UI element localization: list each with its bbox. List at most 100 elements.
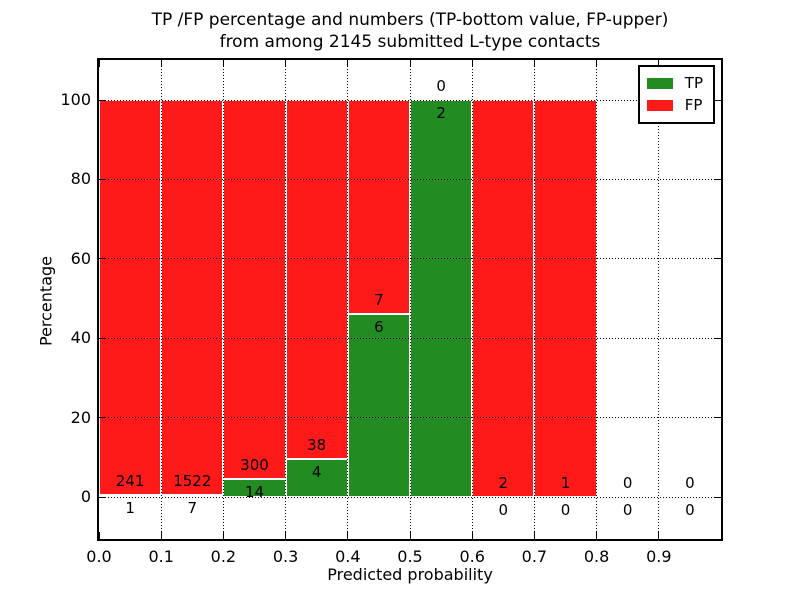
x-tick-mark-top — [658, 60, 660, 67]
fp-count-label: 0 — [622, 474, 633, 492]
fp-count-label: 7 — [374, 290, 384, 309]
tp-count-label: 14 — [244, 483, 265, 502]
y-tick-mark-right — [714, 337, 721, 339]
x-tick-mark-top — [285, 60, 287, 67]
y-tick-mark-right — [714, 258, 721, 260]
gridline-x — [471, 60, 473, 539]
gridline-x — [160, 60, 162, 539]
legend: TP FP — [637, 65, 715, 124]
tp-count-label: 0 — [622, 501, 633, 519]
tp-count-label: 0 — [685, 501, 695, 519]
x-tick-mark — [596, 532, 598, 539]
bar-segment-tp — [347, 313, 410, 497]
x-tick-mark-top — [533, 60, 535, 67]
tp-count-label: 1 — [125, 499, 135, 518]
fp-count-label: 241 — [115, 472, 145, 491]
y-tick-mark-right — [714, 178, 721, 180]
x-tick-mark — [471, 532, 473, 539]
bar-segment-fp — [534, 100, 597, 497]
gridline-x — [347, 60, 349, 539]
y-tick-label: 60 — [70, 248, 91, 268]
y-tick-mark-right — [714, 99, 721, 101]
fp-count-label: 2 — [498, 474, 509, 492]
x-tick-mark-top — [409, 60, 411, 67]
fp-count-label: 1 — [560, 474, 571, 492]
x-tick-mark-top — [222, 60, 224, 67]
chart-title-line1: TP /FP percentage and numbers (TP-bottom… — [151, 10, 669, 30]
x-tick-label: 0.5 — [397, 547, 423, 566]
tp-count-label: 0 — [560, 501, 571, 519]
x-tick-mark — [533, 532, 535, 539]
y-tick-mark — [99, 417, 106, 419]
legend-label-tp: TP — [684, 74, 703, 92]
y-tick-label: 100 — [60, 90, 91, 109]
x-axis-label: Predicted probability — [327, 565, 493, 584]
y-tick-label: 20 — [70, 407, 91, 427]
tp-count-label: 7 — [187, 499, 198, 518]
bar-segment-fp — [347, 100, 410, 314]
y-tick-mark — [99, 337, 106, 339]
y-tick-mark-right — [714, 417, 721, 419]
bar-segment-fp — [472, 100, 535, 497]
y-tick-mark — [99, 178, 106, 180]
x-tick-mark — [409, 532, 411, 539]
tp-count-label: 2 — [436, 104, 446, 122]
x-tick-mark — [99, 532, 100, 539]
x-tick-mark — [222, 532, 224, 539]
plot-area: TP FP 241 1 1522 7 300 14 38 4 7 6 0 2 2 0 1 0 0 0 0 0 0.0 0.… — [60, 58, 723, 566]
gridline-x — [533, 60, 535, 539]
y-tick-mark-right — [714, 496, 721, 498]
y-tick-label: 40 — [70, 328, 91, 348]
x-tick-mark — [347, 532, 349, 539]
fp-count-label: 1522 — [173, 472, 212, 491]
legend-item-fp: FP — [646, 94, 703, 116]
tp-count-label: 0 — [498, 501, 509, 519]
legend-item-tp: TP — [646, 72, 703, 94]
legend-swatch-fp-icon — [646, 99, 673, 111]
fp-count-label: 300 — [240, 456, 269, 475]
bar-segment-fp — [161, 100, 224, 496]
tp-count-label: 6 — [374, 317, 384, 336]
x-tick-mark-top — [596, 60, 598, 67]
x-tick-label: 0.3 — [272, 547, 299, 566]
bar-segment-tp — [285, 459, 348, 497]
x-tick-mark — [658, 532, 660, 539]
y-tick-mark — [99, 99, 106, 101]
fp-count-label: 38 — [307, 436, 327, 455]
x-tick-label: 0.1 — [148, 547, 174, 566]
y-tick-mark — [99, 496, 106, 498]
x-tick-label: 0.6 — [459, 547, 485, 566]
gridline-x — [409, 60, 411, 539]
x-tick-label: 0.4 — [335, 547, 361, 566]
x-tick-label: 0.0 — [86, 547, 112, 566]
x-tick-mark-top — [160, 60, 162, 67]
bar-segment-fp — [285, 100, 348, 460]
y-tick-label: 0 — [80, 487, 91, 506]
gridline-x — [658, 60, 660, 539]
x-tick-label: 0.8 — [583, 547, 610, 566]
x-tick-label: 0.7 — [521, 547, 548, 566]
legend-swatch-tp-icon — [646, 77, 673, 89]
x-tick-label: 0.9 — [646, 547, 672, 566]
x-tick-mark-top — [471, 60, 473, 67]
x-tick-mark — [160, 532, 162, 539]
gridline-x — [285, 60, 287, 539]
bar-segment-fp — [223, 100, 286, 480]
bar-segment-tp — [223, 479, 286, 497]
fp-count-label: 0 — [685, 474, 695, 492]
x-tick-mark — [285, 532, 287, 539]
x-tick-mark-top — [99, 60, 100, 67]
fp-count-label: 0 — [436, 77, 446, 95]
chart-title-line2: from among 2145 submitted L-type contact… — [219, 32, 601, 52]
gridline-x — [222, 60, 224, 539]
chart-title: TP /FP percentage and numbers (TP-bottom… — [99, 9, 721, 53]
x-tick-mark-top — [347, 60, 349, 67]
tp-count-label: 4 — [311, 463, 322, 482]
legend-label-fp: FP — [684, 96, 703, 114]
gridline-x — [596, 60, 598, 539]
y-tick-label: 80 — [70, 169, 91, 189]
bar-segment-fp — [99, 100, 162, 496]
bar-segment-tp — [410, 100, 473, 497]
y-tick-mark — [99, 258, 106, 260]
